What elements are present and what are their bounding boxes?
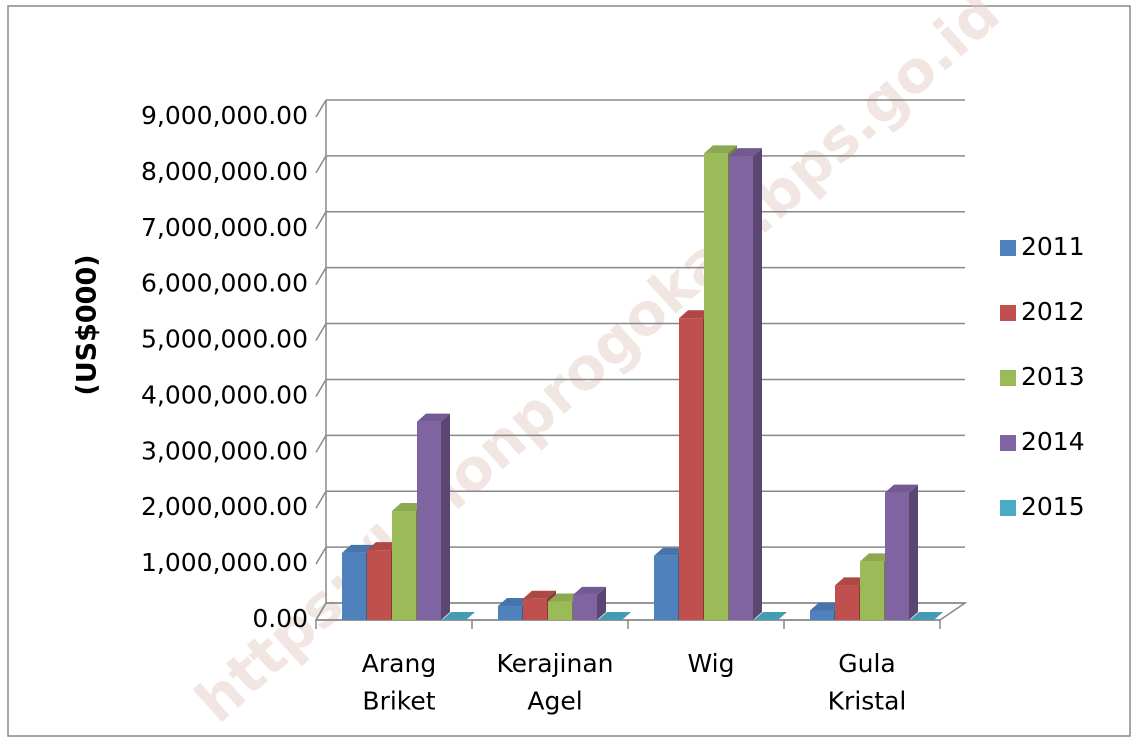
x-tick-label: Wig <box>688 649 735 678</box>
y-tick-label: 2,000,000.00 <box>141 492 308 521</box>
bar-top <box>860 553 893 562</box>
y-axis-title: (US$000) <box>72 254 103 395</box>
bar-front <box>417 421 441 620</box>
y-tick-label: 1,000,000.00 <box>141 548 308 577</box>
legend-swatch <box>1000 500 1016 516</box>
bar-top <box>654 547 687 556</box>
bar <box>417 413 450 620</box>
y-tick-label: 9,000,000.00 <box>141 101 308 130</box>
bar-top <box>910 612 943 620</box>
bar-top <box>342 544 375 553</box>
grid-line-side <box>315 267 327 286</box>
grid-line-side <box>315 323 327 341</box>
bar-side <box>597 586 606 620</box>
bar-top <box>442 612 475 620</box>
bar-top <box>754 612 787 620</box>
bar <box>598 612 631 620</box>
bar <box>729 148 762 620</box>
bar <box>442 612 475 620</box>
bar-front <box>704 153 728 621</box>
bar-front <box>654 555 678 620</box>
bar-front <box>392 511 416 620</box>
legend-swatch <box>1000 305 1016 321</box>
bar-side <box>753 148 762 620</box>
legend-label: 2011 <box>1021 232 1085 261</box>
x-tick-label: Gula Kristal <box>828 649 907 716</box>
grid-line-side <box>315 211 327 230</box>
bar-front <box>860 561 884 620</box>
bar-front <box>835 585 859 620</box>
y-tick-label: 8,000,000.00 <box>141 157 308 186</box>
bar-top <box>835 577 868 586</box>
legend-label: 2014 <box>1021 427 1085 456</box>
x-tick-label: Arang Briket <box>362 649 436 716</box>
bar <box>754 612 787 620</box>
bar-front <box>679 318 703 620</box>
bar-side <box>441 413 450 620</box>
y-tick-label: 7,000,000.00 <box>141 213 308 242</box>
grid-line-side <box>315 155 327 174</box>
bar-top <box>679 310 712 319</box>
bar-top <box>548 593 581 602</box>
legend-label: 2012 <box>1021 297 1085 326</box>
bar-top <box>885 484 918 493</box>
bar-front <box>367 550 391 620</box>
bar-top <box>729 148 762 157</box>
bar <box>885 484 918 620</box>
bar-front <box>573 594 597 620</box>
grid-line-side <box>315 99 327 118</box>
grid-line-side <box>315 546 327 565</box>
grid-line-side <box>315 434 327 453</box>
bar-front <box>729 156 753 620</box>
bar-top <box>523 590 556 599</box>
bar-top <box>498 598 531 607</box>
bar <box>910 612 943 620</box>
bar-side <box>909 484 918 620</box>
bar-front <box>885 492 909 620</box>
bar-front <box>548 601 572 620</box>
y-tick-label: 3,000,000.00 <box>141 436 308 465</box>
legend-swatch <box>1000 370 1016 386</box>
bar-top <box>367 542 400 551</box>
x-tick-label: Kerajinan Agel <box>496 649 613 716</box>
legend-swatch <box>1000 240 1016 256</box>
y-tick-label: 0.00 <box>252 604 308 633</box>
grid-line-side <box>315 490 327 509</box>
bar-top <box>598 612 631 620</box>
bar-top <box>417 413 450 422</box>
y-tick-label: 5,000,000.00 <box>141 325 308 354</box>
legend-swatch <box>1000 435 1016 451</box>
legend-label: 2013 <box>1021 362 1085 391</box>
grid-line-side <box>315 602 327 621</box>
bar-front <box>810 610 834 620</box>
y-tick-label: 6,000,000.00 <box>141 269 308 298</box>
bar-front <box>523 598 547 620</box>
bar-top <box>810 602 843 611</box>
grid-line-side <box>315 379 327 397</box>
bar <box>573 586 606 620</box>
bar-top <box>704 145 737 154</box>
bar-front <box>342 552 366 620</box>
legend-label: 2015 <box>1021 492 1085 521</box>
bar-top <box>392 503 425 512</box>
bar-front <box>498 606 522 620</box>
bar-top <box>573 586 606 595</box>
y-tick-label: 4,000,000.00 <box>141 380 308 409</box>
